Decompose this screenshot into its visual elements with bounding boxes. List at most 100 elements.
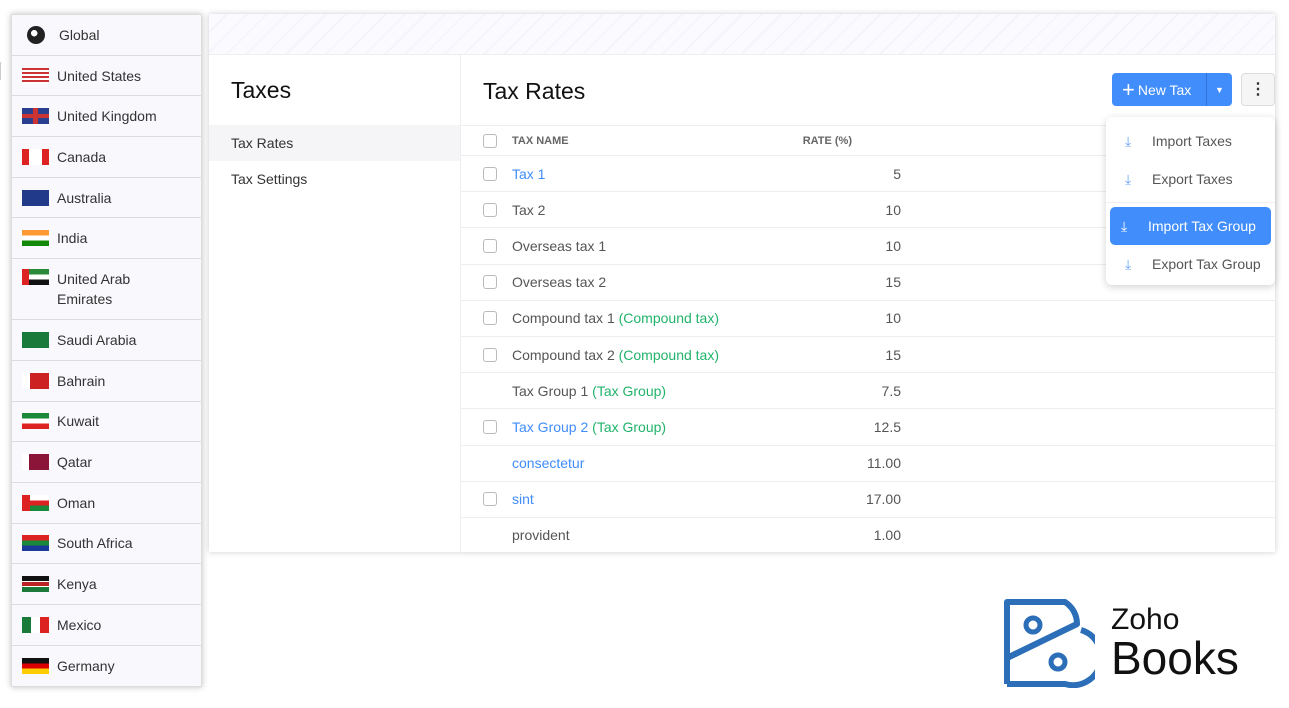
row-checkbox[interactable] xyxy=(483,202,497,217)
country-label: Global xyxy=(59,26,100,43)
country-item-in[interactable]: India xyxy=(12,218,201,260)
country-item-kw[interactable]: Kuwait xyxy=(12,402,201,443)
flag-sa-icon xyxy=(22,331,49,348)
tax-name-text: Tax Group 1 xyxy=(512,382,589,399)
menu-item-export-tax-group[interactable]: ⤓ Export Tax Group xyxy=(1110,245,1271,283)
country-item-au[interactable]: Australia xyxy=(12,178,201,219)
select-all-checkbox[interactable] xyxy=(483,133,497,148)
tax-type-tag: (Compound tax) xyxy=(618,310,720,327)
caret-down-icon[interactable]: ▼ xyxy=(1215,84,1224,95)
tax-name: Tax Group 1 (Tax Group) xyxy=(512,383,782,399)
table-header: TAX NAME RATE (%) xyxy=(461,125,1275,156)
books-logo-icon xyxy=(1004,599,1095,688)
page-title: Tax Rates xyxy=(483,78,586,104)
table-row[interactable]: Overseas tax 1 10 xyxy=(461,228,1275,265)
tax-rate: 5 xyxy=(893,165,901,182)
country-item-za[interactable]: South Africa xyxy=(12,524,201,565)
row-checkbox[interactable] xyxy=(483,238,497,253)
flag-om-icon xyxy=(22,494,49,511)
country-label: Australia xyxy=(57,189,112,206)
table-row[interactable]: Tax 2 10 xyxy=(461,192,1275,229)
flag-ca-icon xyxy=(22,148,49,165)
menu-item-import-tax-group[interactable]: ⤓ Import Tax Group xyxy=(1110,207,1271,245)
plus-icon: + xyxy=(1122,76,1135,102)
tax-name-text[interactable]: Tax 1 xyxy=(512,165,546,182)
flag-qa-icon xyxy=(22,454,49,471)
flag-ae-icon xyxy=(22,269,49,286)
country-item-globe[interactable]: Global xyxy=(12,15,201,56)
flag-uk-icon xyxy=(22,108,49,125)
country-item-uk[interactable]: United Kingdom xyxy=(12,96,201,138)
row-checkbox[interactable] xyxy=(483,492,497,507)
tax-name: sint xyxy=(512,491,782,507)
flag-ke-icon xyxy=(22,576,49,593)
more-options-button[interactable]: ⋮ xyxy=(1241,73,1275,106)
table-row[interactable]: Compound tax 2 (Compound tax) 15 xyxy=(461,337,1275,374)
tax-name-text: Overseas tax 2 xyxy=(512,274,607,291)
tax-type-tag: (Tax Group) xyxy=(592,418,667,435)
country-item-om[interactable]: Oman xyxy=(12,483,201,524)
new-tax-main[interactable]: + New Tax xyxy=(1112,73,1207,106)
table-row[interactable]: sint 17.00 xyxy=(461,482,1275,518)
flag-kw-icon xyxy=(22,413,49,430)
country-item-sa[interactable]: Saudi Arabia xyxy=(12,320,201,361)
country-item-de[interactable]: Germany xyxy=(12,646,201,687)
table-row[interactable]: Tax Group 1 (Tax Group) 7.5 xyxy=(461,373,1275,410)
country-label: United Kingdom xyxy=(57,108,157,125)
tax-name-text[interactable]: Tax Group 2 xyxy=(512,418,589,435)
menu-item-export-taxes[interactable]: ⤓ Export Taxes xyxy=(1110,160,1271,198)
country-item-ke[interactable]: Kenya xyxy=(12,564,201,605)
logo-text-zoho: Zoho xyxy=(1111,603,1180,636)
more-options-menu: ⤓ Import Taxes ⤓ Export Taxes ⤓ Import Tax Gr… xyxy=(1106,117,1275,285)
tax-rate: 15 xyxy=(885,346,901,363)
country-item-qa[interactable]: Qatar xyxy=(12,442,201,483)
tax-name: Tax 1 xyxy=(512,166,782,182)
country-item-mx[interactable]: Mexico xyxy=(12,605,201,646)
nav-item-tax-rates[interactable]: Tax Rates xyxy=(209,125,460,161)
header-tax-name[interactable]: TAX NAME xyxy=(512,134,569,147)
menu-divider xyxy=(1106,202,1275,203)
table-row[interactable]: Overseas tax 2 15 xyxy=(461,265,1275,301)
row-checkbox[interactable] xyxy=(483,275,497,290)
new-tax-button[interactable]: + New Tax ▼ xyxy=(1112,73,1232,106)
country-item-bh[interactable]: Bahrain xyxy=(12,361,201,402)
table-row[interactable]: Tax Group 2 (Tax Group) 12.5 xyxy=(461,409,1275,446)
table-row[interactable]: Tax 1 5 xyxy=(461,156,1275,193)
tax-rate: 17.00 xyxy=(865,491,901,508)
country-item-us[interactable]: United States xyxy=(12,56,201,97)
tax-name: Overseas tax 1 xyxy=(512,238,782,254)
flag-au-icon xyxy=(22,189,49,206)
country-label: Germany xyxy=(57,657,115,674)
table-row[interactable]: consectetur 11.00 xyxy=(461,446,1275,482)
menu-item-import-taxes[interactable]: ⤓ Import Taxes xyxy=(1110,122,1271,160)
tax-name: Compound tax 2 (Compound tax) xyxy=(512,347,782,363)
row-checkbox[interactable] xyxy=(483,166,497,181)
flag-mx-icon xyxy=(22,616,49,633)
tax-name: provident xyxy=(512,527,782,543)
table-row[interactable]: provident 1.00 xyxy=(461,518,1275,555)
flag-us-icon xyxy=(22,67,49,84)
country-label: Canada xyxy=(57,148,107,165)
tax-type-tag: (Tax Group) xyxy=(592,382,667,399)
row-checkbox[interactable] xyxy=(483,419,497,434)
main-content: Tax Rates + New Tax ▼ ⋮ TAX NAME RATE (%)… xyxy=(461,55,1275,555)
nav-item-tax-settings[interactable]: Tax Settings xyxy=(231,171,308,187)
row-checkbox[interactable] xyxy=(483,311,497,326)
nav-title: Taxes xyxy=(231,77,292,103)
country-item-ca[interactable]: Canada xyxy=(12,137,201,178)
country-label: Kenya xyxy=(57,576,97,593)
tax-rates-table: TAX NAME RATE (%) Tax 1 5 Tax 2 10 Overseas … xyxy=(461,125,1275,555)
new-tax-label: New Tax xyxy=(1137,81,1192,98)
row-checkbox[interactable] xyxy=(483,347,497,362)
table-row[interactable]: Compound tax 1 (Compound tax) 10 xyxy=(461,301,1275,337)
country-label: Kuwait xyxy=(57,413,100,430)
tax-name-text[interactable]: consectetur xyxy=(512,455,585,472)
tax-name: Overseas tax 2 xyxy=(512,274,782,290)
tax-name-text[interactable]: sint xyxy=(512,491,534,508)
menu-item-label: Import Taxes xyxy=(1152,133,1232,149)
download-icon: ⤓ xyxy=(1125,255,1132,272)
flag-za-icon xyxy=(22,535,49,552)
tax-name-text: Compound tax 1 xyxy=(512,310,615,327)
country-item-ae[interactable]: United Arab Emirates xyxy=(12,259,201,321)
header-rate[interactable]: RATE (%) xyxy=(802,134,852,147)
